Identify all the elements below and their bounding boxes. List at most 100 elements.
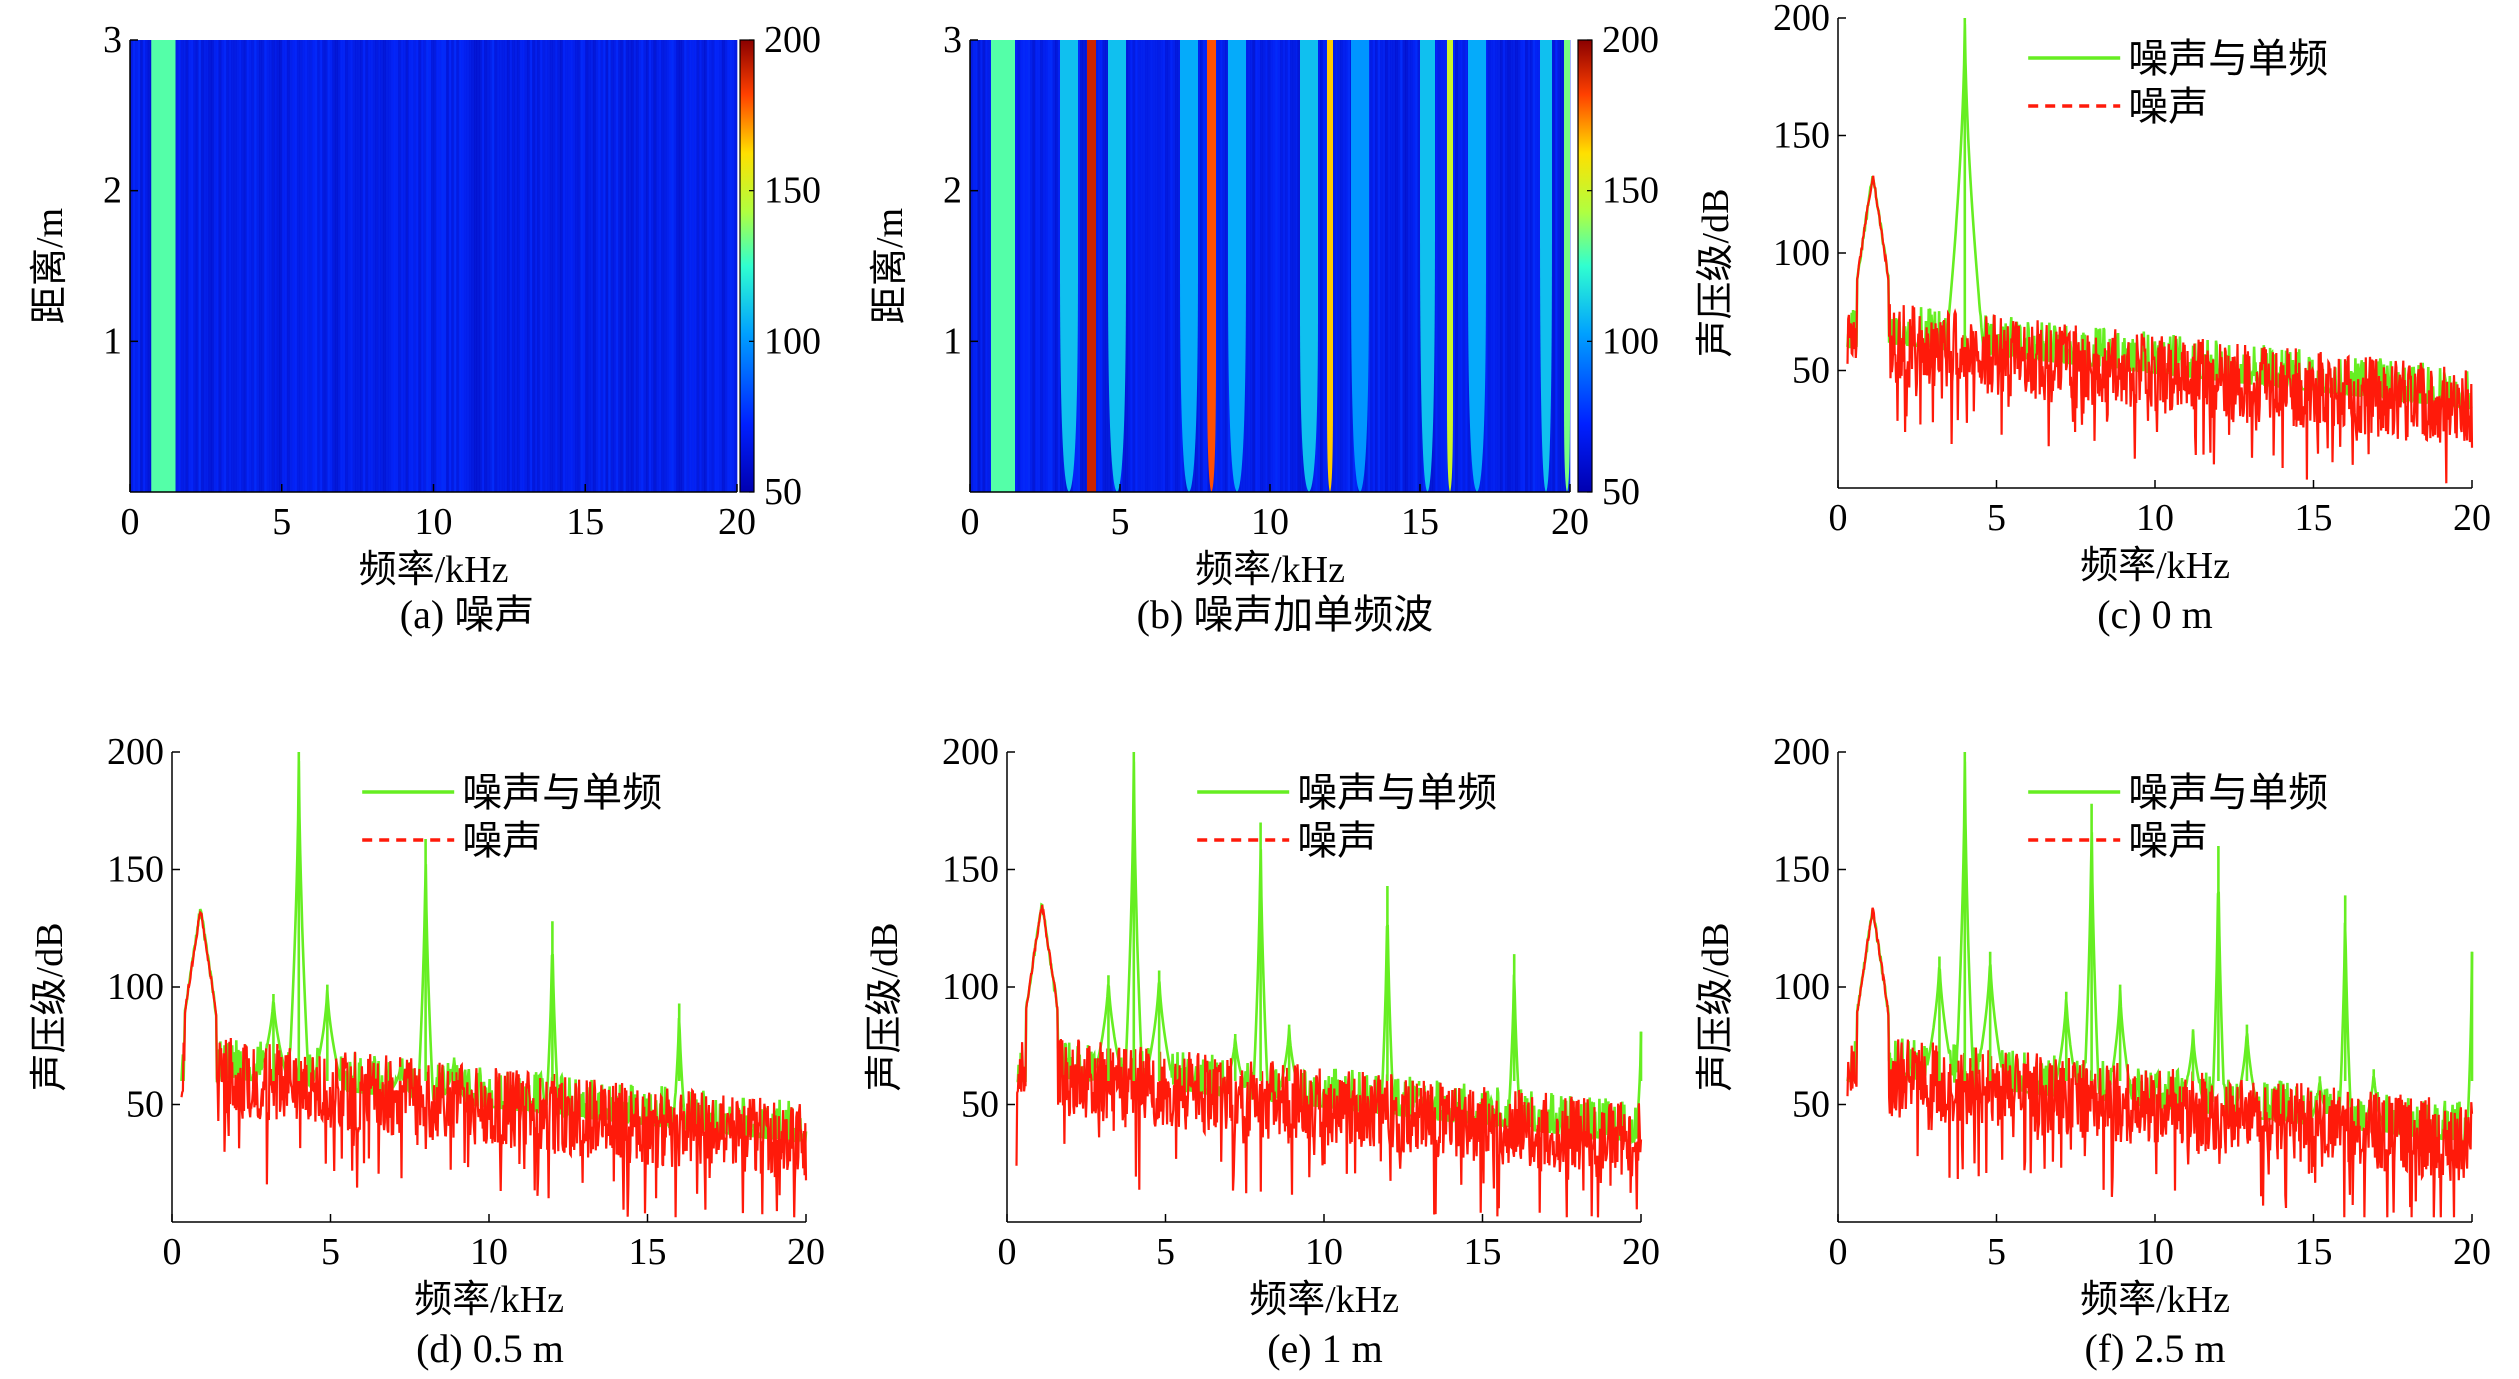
heatmap-cell <box>132 40 136 492</box>
heatmap-cell <box>562 40 566 492</box>
heatmap-cell <box>496 40 500 492</box>
heatmap-cell <box>1535 40 1539 492</box>
panel-caption: (a) 噪声 <box>400 592 534 637</box>
heatmap-cell <box>1247 40 1251 492</box>
heatmap-cell <box>261 40 265 492</box>
heatmap-cell <box>524 40 528 492</box>
panel-b: 0 5 10 15 20 1 2 3 50 100 150 200 频率/kHz 距离/m (b) 噪声加单… <box>869 19 1659 637</box>
panel-caption: (b) 噪声加单频波 <box>1137 592 1434 637</box>
heatmap-cell <box>218 40 222 492</box>
heatmap-cell <box>238 40 242 492</box>
x-axis-label: 频率/kHz <box>1195 549 1345 591</box>
heatmap-cell <box>370 40 374 492</box>
colorbar-tick-label: 200 <box>1602 19 1659 61</box>
heatmap-cell <box>494 40 498 492</box>
heatmap-cell <box>367 40 371 492</box>
x-tick-label: 20 <box>2453 1231 2491 1273</box>
x-axis-label: 频率/kHz <box>359 549 509 591</box>
heatmap-cell <box>1382 40 1386 492</box>
heatmap-cell <box>522 40 526 492</box>
heatmap-cell <box>1370 40 1374 492</box>
heatmap-cell <box>1205 40 1209 492</box>
heatmap-cell <box>334 40 338 492</box>
heatmap-cell <box>208 40 212 492</box>
heatmap-cell <box>552 40 556 492</box>
heatmap-cell <box>1492 40 1496 492</box>
heatmap-cell <box>451 40 455 492</box>
heatmap-cell <box>190 40 194 492</box>
heatmap-cell <box>324 40 328 492</box>
heatmap-cell <box>1140 40 1144 492</box>
heatmap-cell <box>1380 40 1384 492</box>
heatmap-cell <box>653 40 657 492</box>
panel-caption: (f) 2.5 m <box>2084 1326 2225 1371</box>
heatmap-cell <box>1395 40 1399 492</box>
heatmap-cell <box>203 40 207 492</box>
legend-entry: 噪声与单频 <box>2128 770 2328 815</box>
heatmap-stripe <box>1447 40 1453 492</box>
heatmap-cell <box>587 40 591 492</box>
heatmap-cell <box>590 40 594 492</box>
x-tick-label: 5 <box>1156 1231 1175 1273</box>
heatmap-cell <box>658 40 662 492</box>
heatmap-cell <box>436 40 440 492</box>
y-tick-label: 3 <box>943 19 962 61</box>
x-tick-label: 5 <box>321 1231 340 1273</box>
heatmap-cell <box>258 40 263 492</box>
heatmap-cell <box>985 40 989 492</box>
heatmap-cell <box>1142 40 1146 492</box>
heatmap-cell <box>448 40 452 492</box>
heatmap-cell <box>681 40 685 492</box>
heatmap-cell <box>1400 40 1404 492</box>
heatmap-cell <box>605 40 609 492</box>
x-tick-label: 0 <box>1829 1231 1848 1273</box>
heatmap-cell <box>980 40 984 492</box>
x-tick-label: 0 <box>961 501 980 543</box>
heatmap-cell <box>322 40 326 492</box>
heatmap-cell <box>180 40 184 492</box>
heatmap-cell <box>1032 40 1036 492</box>
y-tick-label: 50 <box>1792 350 1830 392</box>
heatmap-cell <box>1217 40 1221 492</box>
heatmap-cell <box>1080 40 1084 492</box>
heatmap-cell <box>1465 40 1469 492</box>
heatmap-cell <box>1510 40 1514 492</box>
x-tick-label: 20 <box>1622 1231 1660 1273</box>
heatmap-cell <box>1132 40 1136 492</box>
heatmap-cell <box>661 40 665 492</box>
heatmap-cell <box>613 40 617 492</box>
x-tick-label: 0 <box>1829 497 1848 539</box>
heatmap-cell <box>640 40 645 492</box>
heatmap-cell <box>489 40 493 492</box>
heatmap-cell <box>256 40 260 492</box>
colorbar-tick-label: 100 <box>1602 320 1659 362</box>
heatmap-cell <box>441 40 445 492</box>
y-tick-label: 200 <box>1773 0 1830 39</box>
heatmap-cell <box>1130 40 1134 492</box>
heatmap-cell <box>542 40 546 492</box>
heatmap-cell <box>281 40 285 492</box>
heatmap-cell <box>1177 40 1181 492</box>
x-tick-label: 10 <box>2136 497 2174 539</box>
heatmap-cell <box>215 40 220 492</box>
heatmap-cell <box>1525 40 1529 492</box>
heatmap-cell <box>635 40 639 492</box>
heatmap-cell <box>1037 40 1041 492</box>
heatmap-cell <box>1407 40 1411 492</box>
legend-entry: 噪声 <box>1297 818 1377 863</box>
heatmap-cell <box>1435 40 1439 492</box>
heatmap-cell <box>554 40 559 492</box>
heatmap-cell <box>400 40 404 492</box>
heatmap-cell <box>1260 40 1264 492</box>
x-tick-label: 20 <box>787 1231 825 1273</box>
legend-entry: 噪声 <box>2128 818 2208 863</box>
x-tick-label: 15 <box>629 1231 667 1273</box>
heatmap-cell <box>676 40 680 492</box>
heatmap-cell <box>970 40 974 492</box>
heatmap-cell <box>719 40 723 492</box>
heatmap-cell <box>1410 40 1414 492</box>
heatmap-cell <box>413 40 417 492</box>
heatmap-cell <box>982 40 986 492</box>
y-tick-label: 3 <box>103 19 122 61</box>
